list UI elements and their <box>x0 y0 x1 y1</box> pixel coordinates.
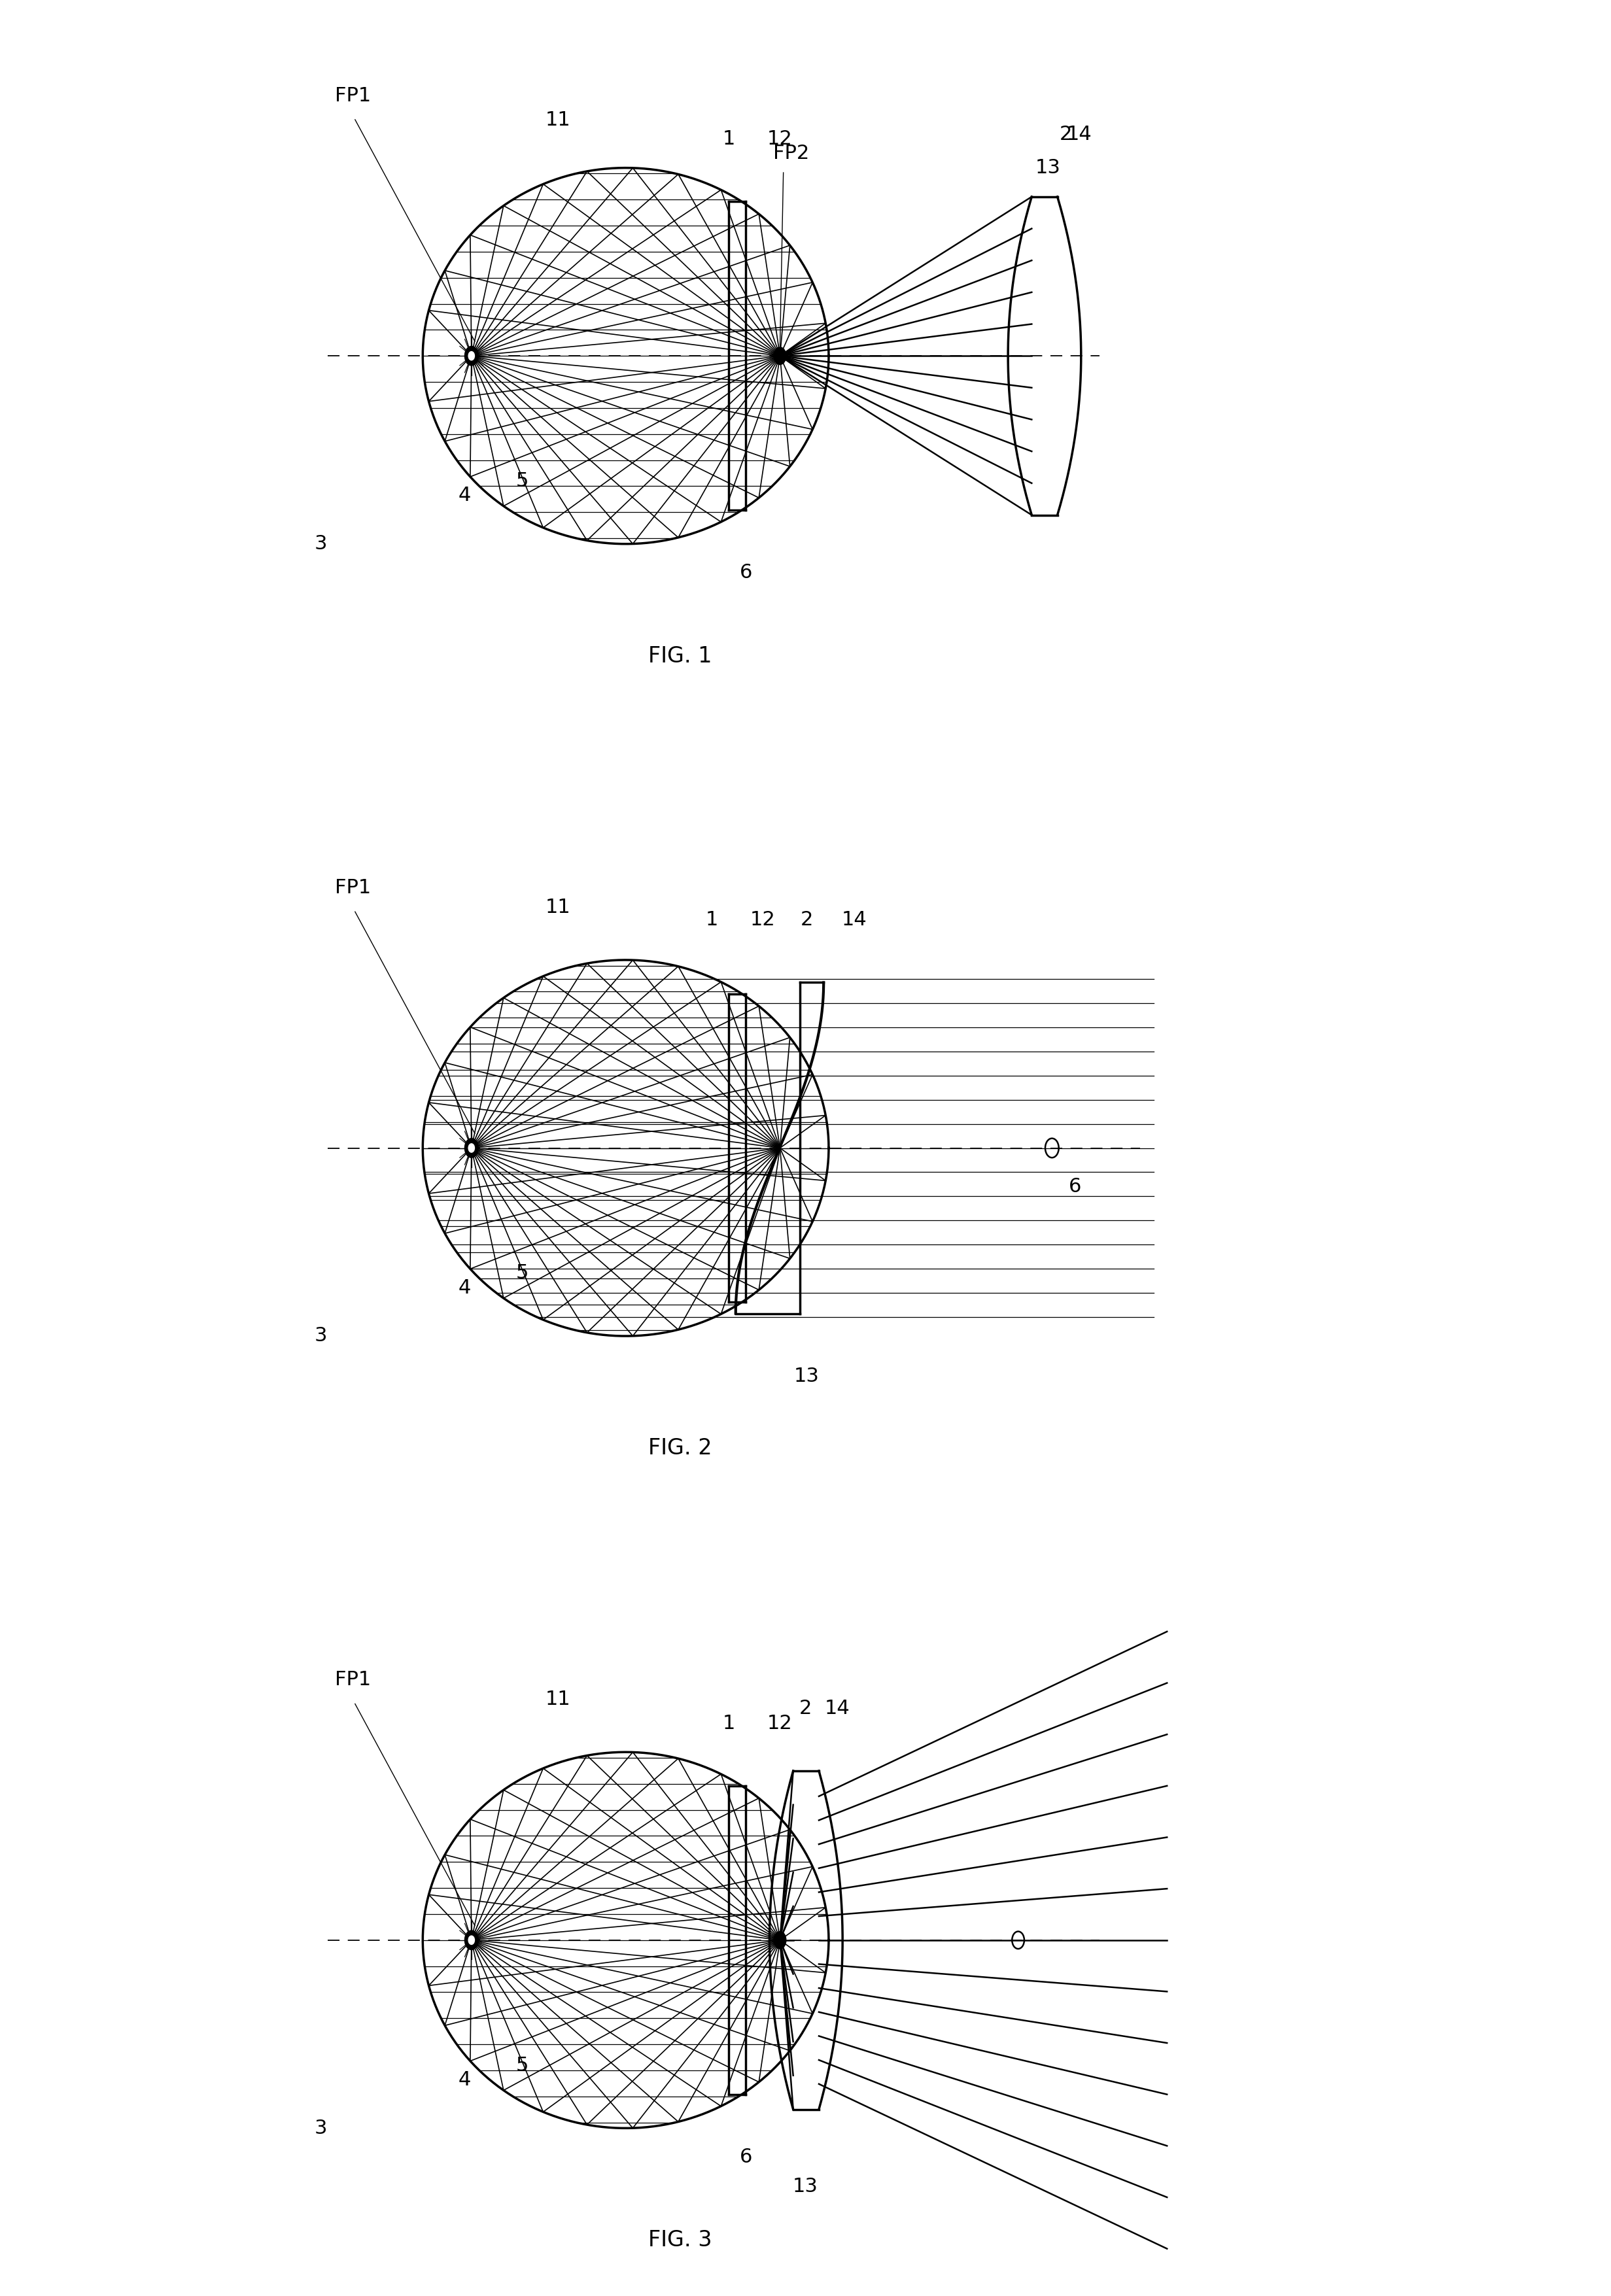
Text: 1: 1 <box>723 129 735 149</box>
Text: 11: 11 <box>546 1690 570 1708</box>
Text: 3: 3 <box>314 535 327 553</box>
Circle shape <box>773 1931 786 1949</box>
Text: 4: 4 <box>459 2071 470 2089</box>
Text: FP2: FP2 <box>773 145 809 163</box>
Text: FP1: FP1 <box>335 879 371 898</box>
Circle shape <box>464 1139 478 1157</box>
Text: 1: 1 <box>723 1713 735 1733</box>
Circle shape <box>464 1931 478 1949</box>
Text: 14: 14 <box>825 1699 851 1717</box>
Text: 11: 11 <box>546 898 570 916</box>
Circle shape <box>469 1936 475 1945</box>
Text: 2: 2 <box>1058 124 1071 145</box>
Circle shape <box>469 1143 475 1153</box>
Text: 14: 14 <box>1066 124 1092 145</box>
Text: 14: 14 <box>841 912 867 930</box>
Text: FIG. 1: FIG. 1 <box>648 645 712 666</box>
Text: FIG. 3: FIG. 3 <box>648 2229 712 2250</box>
Circle shape <box>773 347 786 365</box>
Text: 5: 5 <box>516 2055 528 2076</box>
Text: FP1: FP1 <box>335 1671 371 1690</box>
Text: 13: 13 <box>793 2177 818 2195</box>
Text: 11: 11 <box>546 110 570 129</box>
Text: 2: 2 <box>799 1699 812 1717</box>
Text: 6: 6 <box>1070 1178 1081 1196</box>
Circle shape <box>469 351 475 360</box>
Text: 5: 5 <box>516 471 528 491</box>
Text: 13: 13 <box>794 1366 820 1384</box>
Text: 13: 13 <box>1034 158 1060 177</box>
Text: FIG. 2: FIG. 2 <box>648 1437 712 1458</box>
Text: 2: 2 <box>801 912 814 930</box>
Text: 4: 4 <box>459 1279 470 1297</box>
Text: 3: 3 <box>314 2119 327 2138</box>
Text: 12: 12 <box>767 129 793 149</box>
Text: 1: 1 <box>706 912 719 930</box>
Text: 4: 4 <box>459 487 470 505</box>
Text: FP1: FP1 <box>335 87 371 106</box>
Circle shape <box>464 347 478 365</box>
Text: 3: 3 <box>314 1327 327 1345</box>
Text: 6: 6 <box>739 2147 752 2167</box>
Text: 12: 12 <box>751 912 775 930</box>
Text: 5: 5 <box>516 1263 528 1283</box>
Text: 6: 6 <box>739 563 752 583</box>
Text: 12: 12 <box>767 1713 793 1733</box>
